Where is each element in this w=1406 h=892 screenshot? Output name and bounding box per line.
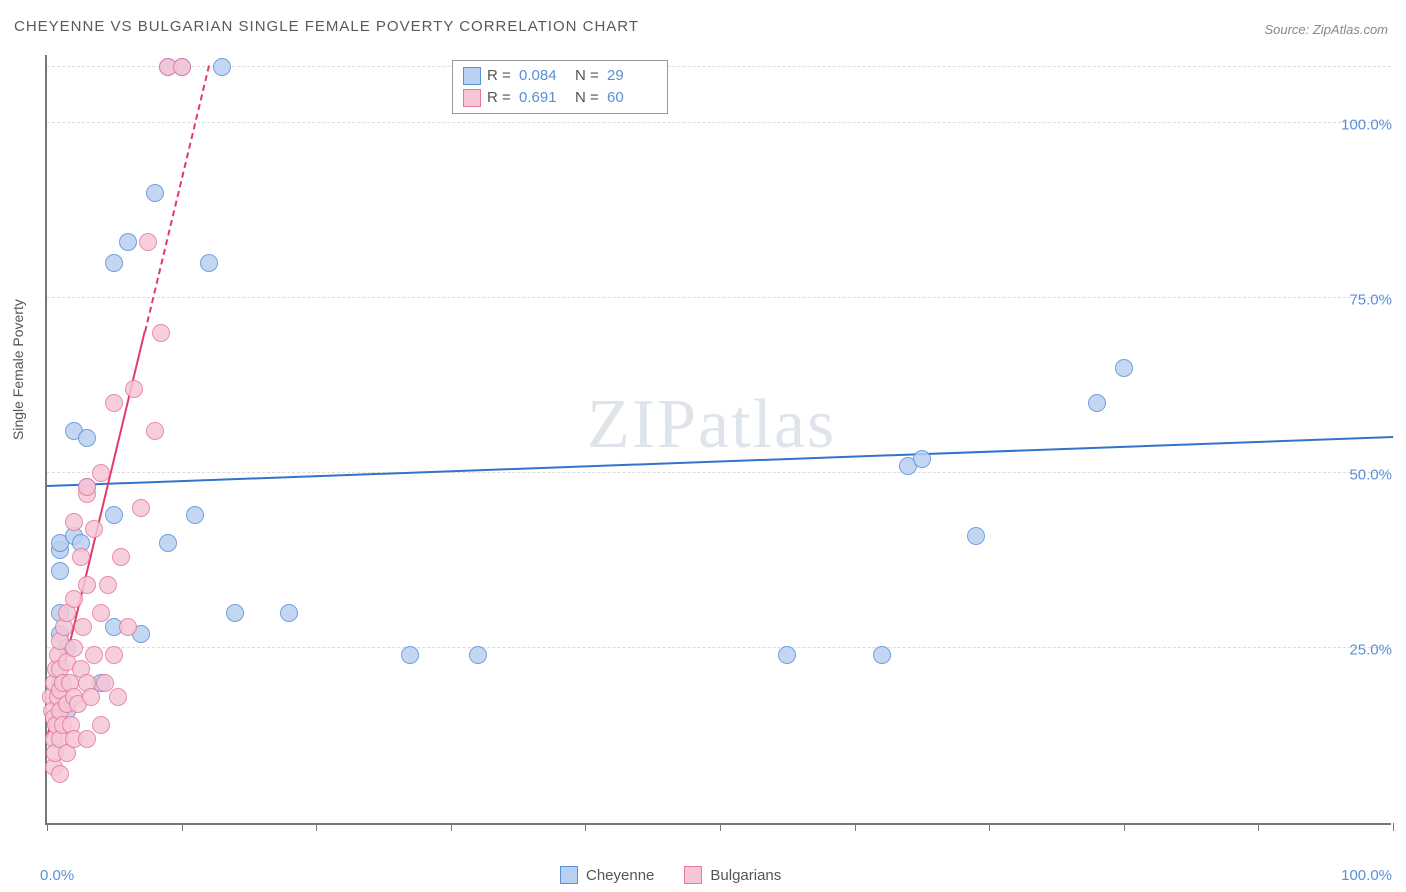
x-tick xyxy=(47,823,48,831)
data-point xyxy=(125,380,143,398)
stat-value: 0.084 xyxy=(519,65,569,87)
data-point xyxy=(85,520,103,538)
data-point xyxy=(139,233,157,251)
legend-stat-row: R = 0.691 N = 60 xyxy=(463,87,657,109)
x-tick xyxy=(720,823,721,831)
x-tick-0: 0.0% xyxy=(40,867,74,884)
data-point xyxy=(99,576,117,594)
legend-stats: R = 0.084 N = 29 R = 0.691 N = 60 xyxy=(452,60,668,114)
data-point xyxy=(401,646,419,664)
data-point xyxy=(152,324,170,342)
data-point xyxy=(109,688,127,706)
data-point xyxy=(78,576,96,594)
legend-label: Bulgarians xyxy=(710,867,781,884)
data-point xyxy=(226,604,244,622)
data-point xyxy=(200,254,218,272)
data-point xyxy=(1115,359,1133,377)
data-point xyxy=(78,478,96,496)
data-point xyxy=(65,513,83,531)
legend-swatch xyxy=(463,67,481,85)
stat-label: N = xyxy=(575,65,601,87)
y-axis-label: Single Female Poverty xyxy=(10,299,26,440)
data-point xyxy=(51,765,69,783)
x-tick xyxy=(1258,823,1259,831)
gridline xyxy=(47,66,1391,67)
data-point xyxy=(105,254,123,272)
data-point xyxy=(778,646,796,664)
watermark: ZIPatlas xyxy=(587,385,836,465)
gridline xyxy=(47,647,1391,648)
data-point xyxy=(119,233,137,251)
legend-swatch xyxy=(684,866,702,884)
data-point xyxy=(159,534,177,552)
legend-swatch xyxy=(463,89,481,107)
data-point xyxy=(92,716,110,734)
stat-value: 60 xyxy=(607,87,657,109)
y-tick-label: 75.0% xyxy=(1349,292,1392,309)
data-point xyxy=(280,604,298,622)
x-tick-100: 100.0% xyxy=(1341,867,1392,884)
stat-label: R = xyxy=(487,87,513,109)
data-point xyxy=(96,674,114,692)
data-point xyxy=(51,562,69,580)
data-point xyxy=(1088,394,1106,412)
data-point xyxy=(92,604,110,622)
gridline xyxy=(47,472,1391,473)
x-tick xyxy=(855,823,856,831)
data-point xyxy=(112,548,130,566)
data-point xyxy=(213,58,231,76)
data-point xyxy=(913,450,931,468)
x-tick xyxy=(1124,823,1125,831)
legend-item: Bulgarians xyxy=(684,866,781,884)
x-tick xyxy=(1393,823,1394,831)
chart-title: CHEYENNE VS BULGARIAN SINGLE FEMALE POVE… xyxy=(14,18,639,35)
data-point xyxy=(82,688,100,706)
source-label: Source: ZipAtlas.com xyxy=(1264,22,1388,37)
data-point xyxy=(469,646,487,664)
trend-line xyxy=(47,436,1393,487)
data-point xyxy=(132,499,150,517)
data-point xyxy=(72,548,90,566)
y-tick-label: 100.0% xyxy=(1341,117,1392,134)
x-tick xyxy=(451,823,452,831)
correlation-chart: CHEYENNE VS BULGARIAN SINGLE FEMALE POVE… xyxy=(0,0,1406,892)
x-tick xyxy=(182,823,183,831)
legend-label: Cheyenne xyxy=(586,867,654,884)
data-point xyxy=(173,58,191,76)
data-point xyxy=(92,464,110,482)
data-point xyxy=(105,506,123,524)
data-point xyxy=(119,618,137,636)
stat-value: 29 xyxy=(607,65,657,87)
data-point xyxy=(146,422,164,440)
data-point xyxy=(65,639,83,657)
data-point xyxy=(105,394,123,412)
y-tick-label: 50.0% xyxy=(1349,467,1392,484)
y-tick-label: 25.0% xyxy=(1349,642,1392,659)
data-point xyxy=(65,590,83,608)
data-point xyxy=(105,646,123,664)
x-tick xyxy=(585,823,586,831)
data-point xyxy=(146,184,164,202)
stat-label: N = xyxy=(575,87,601,109)
plot-area: ZIPatlas xyxy=(45,55,1391,825)
stat-label: R = xyxy=(487,65,513,87)
x-tick xyxy=(316,823,317,831)
gridline xyxy=(47,297,1391,298)
stat-value: 0.691 xyxy=(519,87,569,109)
legend-swatch xyxy=(560,866,578,884)
data-point xyxy=(186,506,204,524)
legend-stat-row: R = 0.084 N = 29 xyxy=(463,65,657,87)
data-point xyxy=(78,730,96,748)
gridline xyxy=(47,122,1391,123)
data-point xyxy=(74,618,92,636)
legend-item: Cheyenne xyxy=(560,866,654,884)
data-point xyxy=(78,429,96,447)
data-point xyxy=(873,646,891,664)
data-point xyxy=(967,527,985,545)
x-tick xyxy=(989,823,990,831)
legend-series: Cheyenne Bulgarians xyxy=(560,866,781,884)
data-point xyxy=(85,646,103,664)
